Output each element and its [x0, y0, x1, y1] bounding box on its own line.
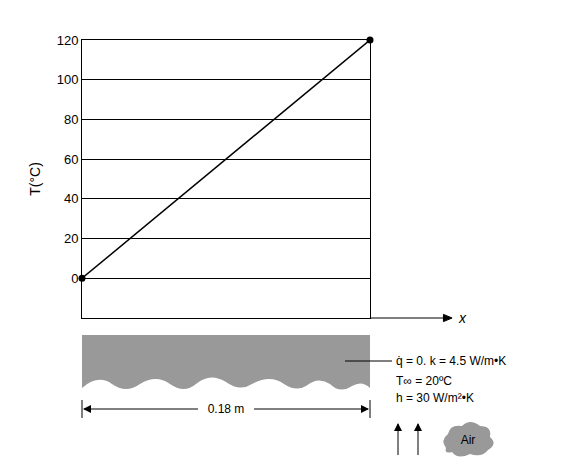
- svg-text:100: 100: [57, 72, 79, 87]
- svg-text:T(°C): T(°C): [27, 162, 43, 196]
- svg-text:Air: Air: [461, 433, 476, 447]
- svg-text:120: 120: [57, 33, 79, 48]
- svg-text:x: x: [458, 310, 467, 326]
- svg-text:60: 60: [64, 152, 78, 167]
- svg-text:h = 30 W/m²•K: h = 30 W/m²•K: [396, 391, 474, 405]
- svg-text:40: 40: [64, 191, 78, 206]
- svg-text:80: 80: [64, 112, 78, 127]
- svg-text:T∞ = 20ºC: T∞ = 20ºC: [396, 374, 452, 388]
- svg-text:q̇ = 0. k = 4.5 W/m•K: q̇ = 0. k = 4.5 W/m•K: [396, 354, 506, 368]
- svg-text:20: 20: [64, 231, 78, 246]
- svg-text:0.18 m: 0.18 m: [208, 402, 245, 416]
- svg-text:0: 0: [71, 271, 78, 286]
